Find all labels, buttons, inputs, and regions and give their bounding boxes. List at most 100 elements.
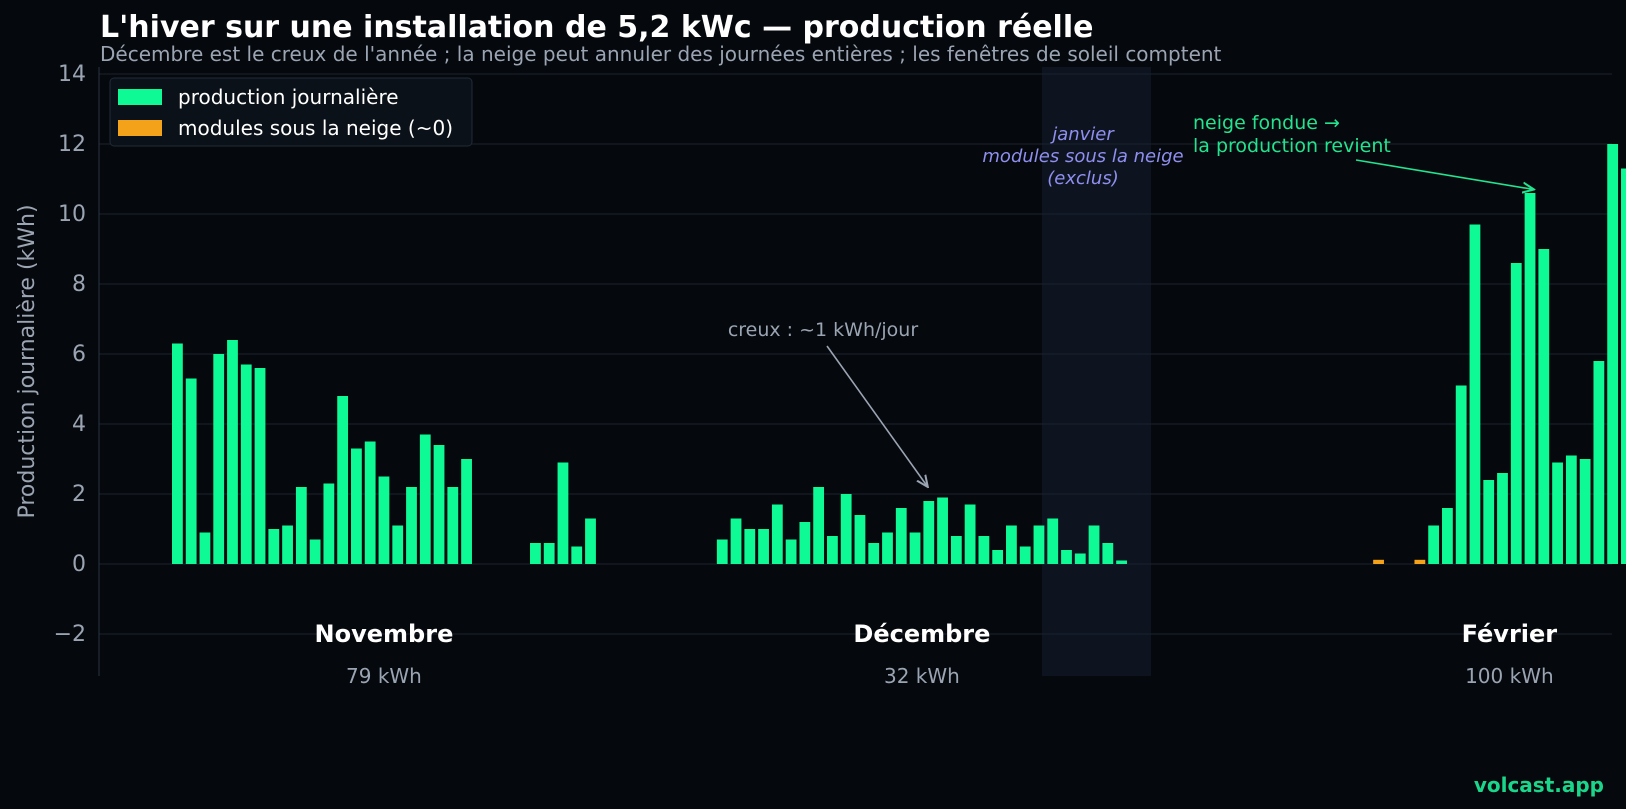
production-bar: [172, 343, 183, 564]
production-bar: [1061, 550, 1072, 564]
excluded-january-band: [1042, 67, 1151, 676]
y-tick-label: 4: [72, 412, 86, 437]
production-bar: [1019, 546, 1031, 564]
legend-label: production journalière: [178, 85, 399, 109]
month-label: Février: [1462, 620, 1558, 648]
production-bar: [799, 522, 811, 564]
snow-melt-annotation: neige fondue →: [1193, 112, 1340, 134]
y-tick-label: 6: [72, 342, 86, 367]
production-bar: [1497, 473, 1508, 564]
production-bar: [240, 364, 252, 564]
production-bar: [1006, 525, 1017, 564]
production-bar: [282, 525, 293, 564]
month-total-label: 32 kWh: [884, 664, 960, 688]
production-bar: [771, 504, 783, 564]
production-bar: [1074, 553, 1086, 564]
production-bar: [1524, 193, 1536, 564]
production-bar: [268, 529, 280, 564]
production-bar: [758, 529, 769, 564]
snow-bar: [1373, 559, 1384, 564]
production-bar: [571, 546, 583, 564]
y-tick-label: 12: [58, 132, 86, 157]
production-bar: [840, 494, 852, 564]
production-bar: [785, 539, 797, 564]
production-bar: [199, 532, 211, 564]
production-bar: [744, 529, 756, 564]
y-tick-label: 10: [58, 202, 86, 227]
legend-box: [109, 77, 473, 147]
month-total-label: 100 kWh: [1465, 664, 1554, 688]
production-bar: [716, 539, 728, 564]
production-bar: [1455, 385, 1467, 564]
production-bar: [895, 508, 907, 564]
production-bar: [882, 532, 893, 564]
production-bar: [1033, 525, 1045, 564]
production-bar: [585, 518, 596, 564]
chart-legend: production journalière modules sous la ne…: [109, 77, 473, 147]
production-bar: [992, 550, 1004, 564]
legend-swatch: [118, 89, 162, 105]
production-bar: [978, 536, 990, 564]
production-bar: [1428, 525, 1440, 564]
production-bar: [1102, 543, 1114, 564]
production-bar: [813, 487, 825, 564]
production-bar: [447, 487, 459, 564]
production-bar: [950, 536, 962, 564]
production-bar: [254, 368, 266, 564]
snow-bar: [1414, 559, 1426, 564]
production-bar: [392, 525, 404, 564]
production-bar: [1442, 508, 1453, 564]
production-bar: [364, 441, 376, 564]
production-bar: [909, 532, 921, 564]
production-bar: [1510, 263, 1522, 564]
production-bar: [937, 497, 948, 564]
production-bar: [1579, 459, 1591, 564]
y-tick-label: 0: [72, 552, 86, 577]
y-axis-label: Production journalière (kWh): [15, 204, 40, 518]
chart-subtitle: Décembre est le creux de l'année ; la ne…: [100, 42, 1222, 66]
production-bar: [530, 543, 541, 564]
chart-title: L'hiver sur une installation de 5,2 kWc …: [100, 10, 1094, 45]
production-bar: [868, 543, 880, 564]
production-bar: [1621, 168, 1626, 564]
brand-watermark: volcast.app: [1473, 773, 1604, 797]
production-bar: [964, 504, 976, 564]
y-tick-label: 8: [72, 272, 86, 297]
production-bar: [557, 462, 569, 564]
production-bar: [1116, 560, 1127, 564]
production-bar: [730, 518, 742, 564]
production-bar: [378, 476, 390, 564]
trough-annotation: creux : ~1 kWh/jour: [728, 319, 919, 341]
snow-melt-arrow: [1355, 159, 1534, 190]
january-excluded-note: modules sous la neige: [982, 146, 1183, 167]
trough-arrow: [826, 345, 928, 487]
y-tick-label: 14: [58, 62, 86, 87]
production-bar: [543, 543, 555, 564]
month-label: Novembre: [315, 620, 454, 648]
production-bar: [185, 378, 197, 564]
y-tick-label: −2: [54, 622, 86, 647]
production-bar: [1607, 144, 1619, 564]
month-total-label: 79 kWh: [346, 664, 422, 688]
production-bar: [1469, 224, 1481, 564]
production-bar: [419, 434, 431, 564]
production-bar: [1047, 518, 1059, 564]
production-bar: [337, 396, 349, 564]
legend-swatch: [118, 120, 162, 136]
january-excluded-note: (exclus): [1047, 168, 1118, 189]
production-bar: [1593, 361, 1605, 564]
y-tick-label: 2: [72, 482, 86, 507]
january-excluded-note: janvier: [1049, 124, 1115, 145]
production-bar: [213, 354, 225, 564]
legend-label: modules sous la neige (~0): [178, 116, 453, 140]
production-bar: [295, 487, 307, 564]
production-bar: [433, 445, 445, 564]
production-bar: [1565, 455, 1577, 564]
production-bar: [854, 515, 866, 564]
production-bar: [309, 539, 321, 564]
month-label: Décembre: [853, 620, 990, 648]
production-bar: [1483, 480, 1495, 564]
production-bar: [323, 483, 335, 564]
production-bar: [923, 501, 935, 564]
